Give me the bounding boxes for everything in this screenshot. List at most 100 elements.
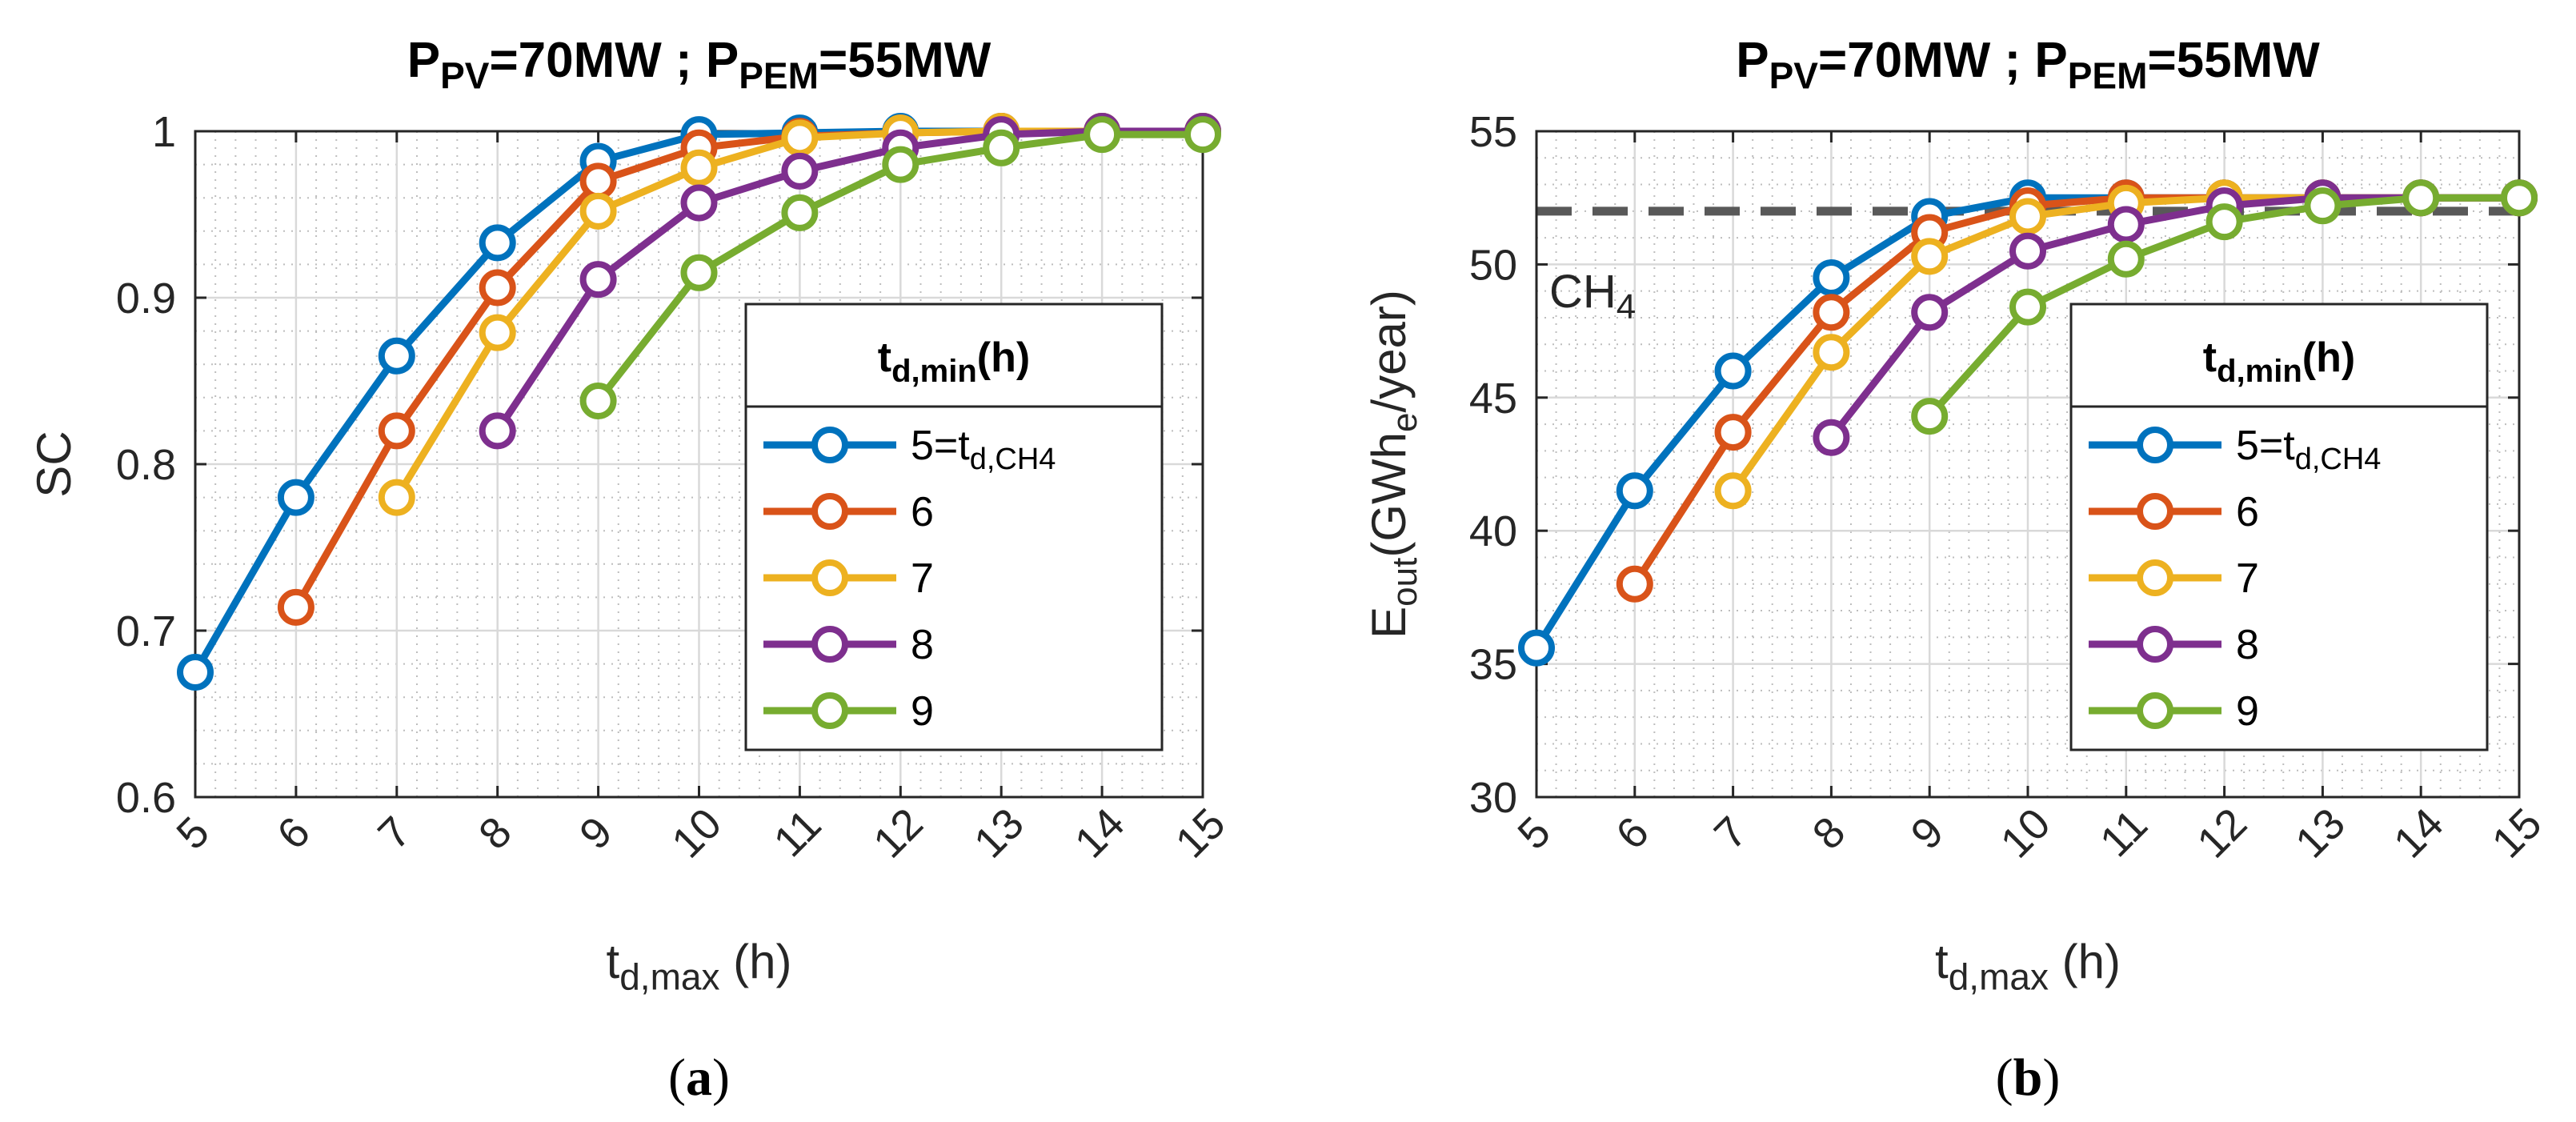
legend-entry: 9 [2236,688,2259,735]
chart-title-part: P [407,33,440,88]
chart-title-part: PV [1769,55,1819,97]
data-point [2009,232,2046,270]
y-axis-label-part: E [1362,607,1416,639]
data-point [579,192,617,230]
legend-swatch-marker [2137,626,2173,663]
x-tick-label: 8 [1804,807,1855,859]
y-tick-label: 45 [1469,375,1517,423]
data-point [479,269,516,307]
x-tick-label: 11 [2091,800,2157,866]
data-point [1813,334,1850,371]
x-tick-label: 6 [1607,807,1658,859]
legend-entry: 7 [2236,555,2259,602]
data-point [479,314,516,351]
legend-swatch-marker [811,692,848,729]
legend-swatch-marker [811,493,848,530]
data-point [1911,398,1949,435]
data-point [579,382,617,419]
x-axis-label-part: d,max [1949,956,2049,998]
subfigure-label-part: ) [712,1048,730,1107]
data-point [1616,472,1653,510]
data-point [1714,472,1752,510]
legend-entry: 8 [911,622,934,668]
x-axis-label: td,max (h) [607,935,792,998]
legend-entry: 8 [2236,622,2259,668]
data-point [1714,414,1752,451]
x-tick-label: 7 [369,807,420,859]
x-axis-label-part: (h) [2049,935,2121,988]
subfigure-label-part: b [2013,1048,2043,1107]
data-point [983,129,1020,166]
chart-title: PPV=70MW ; PPEM=55MW [1736,33,2320,97]
legend-entry-part: 8 [911,622,934,668]
legend-title-part: d,min [891,354,977,389]
data-point [1911,238,1949,275]
reference-label-part: CH [1549,266,1617,318]
data-point [1084,116,1121,154]
chart-title-part: PV [440,55,490,97]
x-tick-label: 14 [1066,799,1134,868]
subfigure-label-part: ( [1996,1048,2013,1107]
data-point [1813,419,1850,456]
y-axis-label-part: e [1385,413,1424,432]
legend-title: td,min(h) [2203,335,2355,389]
chart-title-part: =55MW [2147,33,2320,88]
data-point [378,337,415,375]
legend-entry: 5=td,CH4 [2236,423,2381,476]
data-point [680,149,718,186]
legend-entry: 5=td,CH4 [911,423,1056,476]
legend-swatch-marker [811,626,848,663]
y-tick-label: 50 [1469,241,1517,289]
x-tick-label: 12 [2188,799,2256,868]
data-point [781,152,819,190]
chart-title: PPV=70MW ; PPEM=55MW [407,33,992,97]
legend-title-part: (h) [977,335,1030,381]
data-point [680,254,718,291]
x-axis-label-part: t [1935,935,1949,988]
x-tick-label: 14 [2385,799,2453,868]
data-point [2009,288,2046,326]
legend-box [2069,303,2489,751]
legend-entry-part: 5=t [911,423,970,469]
data-point [882,146,919,183]
data-point [579,261,617,299]
y-tick-label: 0.7 [116,607,176,655]
data-point [2107,240,2145,278]
legend-box [744,303,1164,751]
x-axis-label-part: t [607,935,620,988]
data-point [1911,294,1949,331]
legend-entry-part: d,CH4 [970,443,1056,476]
x-tick-label: 10 [663,799,731,868]
data-point [1714,352,1752,390]
subfigure-label: (b) [1996,1048,2061,1107]
data-point [479,224,516,262]
data-point [177,654,214,691]
data-point [1518,629,1555,667]
legend-title-part: t [878,335,891,381]
x-tick-label: 7 [1705,807,1757,859]
legend-swatch-marker [2137,559,2173,596]
legend: td,min(h) 5=td,CH4 6 7 8 9 [2069,303,2489,751]
y-tick-label: 55 [1469,108,1517,156]
data-point [2107,206,2145,243]
subfigure-label: (a) [668,1048,730,1107]
legend-swatch-marker [811,559,848,596]
x-tick-label: 10 [1992,799,2060,868]
subfigure-label-part: ( [668,1048,686,1107]
legend-entry: 6 [2236,489,2259,535]
data-point [277,479,314,516]
subfigure-label-part: ) [2042,1048,2060,1107]
y-tick-label: 40 [1469,507,1517,555]
legend-entry: 9 [911,688,934,735]
x-axis-label-part: d,max [619,956,719,998]
legend-swatch-marker [2137,692,2173,729]
y-axis-label: SC [27,431,81,497]
legend-swatch-marker [2137,427,2173,463]
legend-entry-part: 7 [2236,555,2259,602]
data-point [1813,294,1850,331]
data-point [1616,565,1653,603]
x-tick-label: 6 [268,807,319,859]
y-axis-label-part: /year) [1362,290,1416,412]
data-point [2205,203,2243,241]
